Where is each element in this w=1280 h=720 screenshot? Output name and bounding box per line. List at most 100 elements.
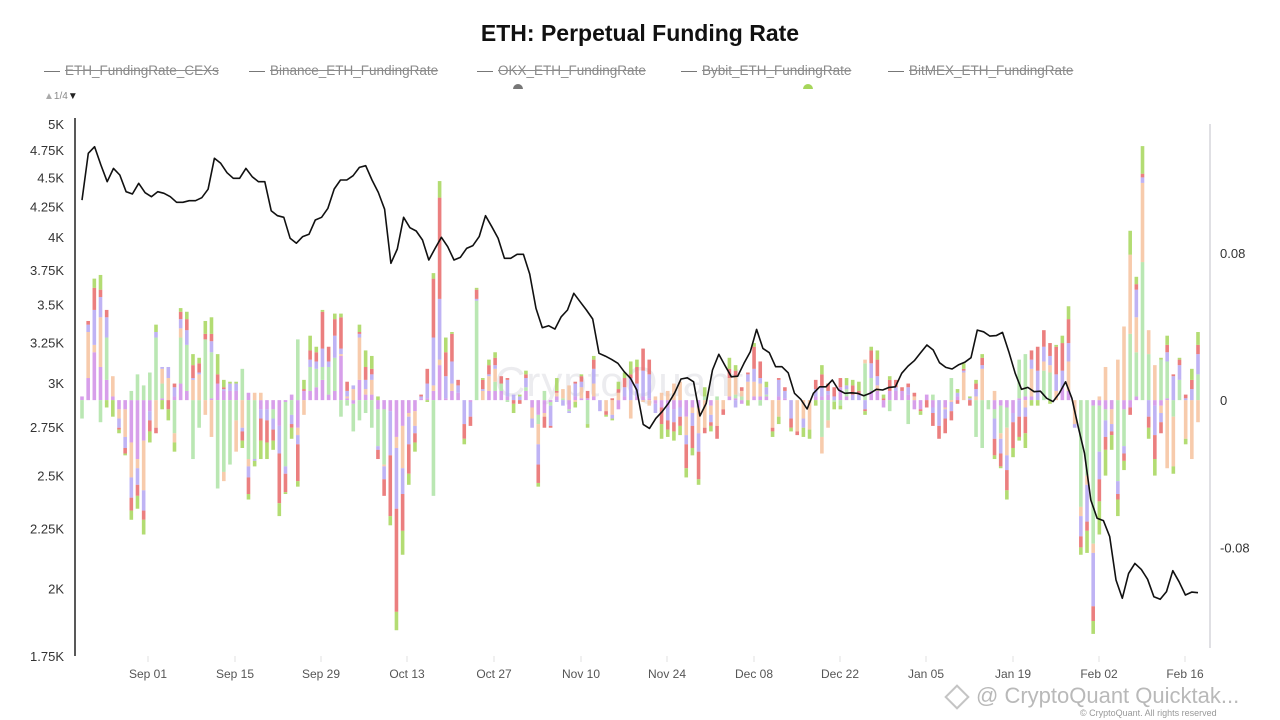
funding-rate-bar-segment [209, 333, 214, 342]
legend-item-bybit[interactable]: Bybit_ETH_FundingRate [681, 63, 851, 78]
funding-rate-bar-segment [1165, 352, 1169, 362]
legend-item-okx[interactable]: OKX_ETH_FundingRate [477, 63, 646, 78]
funding-rate-bar-segment [1146, 427, 1151, 439]
funding-rate-bar-segment [1005, 407, 1009, 428]
x-axis-tick-label: Nov 24 [648, 667, 686, 681]
funding-rate-bar-segment [388, 411, 393, 456]
funding-rate-bar-segment [437, 181, 442, 198]
funding-rate-bar-segment [339, 313, 343, 318]
funding-rate-bar-segment [974, 389, 978, 397]
funding-rate-bar-segment [160, 398, 164, 401]
funding-rate-bar-segment [376, 446, 380, 450]
funding-rate-bar-segment [320, 348, 325, 367]
funding-rate-bar-segment [314, 352, 319, 362]
funding-rate-bar-segment [850, 379, 855, 386]
legend-page-up-icon[interactable]: ▲ [44, 91, 54, 102]
funding-rate-bar-segment [209, 341, 214, 353]
funding-rate-bar-segment [887, 376, 892, 380]
funding-rate-bar-segment [369, 355, 374, 369]
funding-rate-bar-segment [850, 385, 855, 395]
funding-rate-bar-segment [240, 440, 245, 448]
funding-rate-bar-segment [696, 433, 701, 452]
funding-rate-bar-segment [690, 407, 695, 414]
funding-rate-bar-segment [339, 355, 343, 401]
funding-rate-bar-segment [474, 287, 479, 290]
funding-rate-bar-segment [474, 298, 479, 301]
funding-rate-bar-segment [1140, 262, 1145, 401]
funding-rate-bar-segment [296, 481, 300, 487]
chart-title: ETH: Perpetual Funding Rate [480, 20, 800, 46]
funding-rate-bar-segment [548, 400, 553, 402]
funding-rate-bar-segment [746, 374, 750, 382]
funding-rate-bar-segment [252, 392, 257, 401]
funding-rate-bar-segment [678, 407, 682, 417]
funding-rate-bar-segment [1005, 400, 1009, 408]
funding-rate-bar-segment [727, 396, 732, 401]
funding-rate-bar-segment [567, 409, 571, 412]
funding-rate-bar-segment [246, 494, 251, 500]
funding-rate-bar-segment [554, 392, 559, 397]
funding-rate-bar-segment [733, 394, 738, 399]
funding-rate-bar-segment [1085, 484, 1089, 522]
funding-rate-bar-segment [1190, 389, 1194, 401]
funding-rate-bar-segment [709, 425, 713, 432]
funding-rate-bar-segment [869, 378, 874, 391]
funding-rate-bar-segment [450, 332, 454, 334]
funding-rate-bar-segment [493, 357, 497, 366]
funding-rate-bar-segment [826, 400, 830, 421]
funding-rate-bar-segment [406, 413, 411, 417]
legend-hover-marker-icon [513, 84, 523, 89]
funding-rate-bar-segment [394, 400, 399, 437]
funding-rate-bar-segment [961, 372, 966, 401]
funding-rate-bar-segment [246, 466, 251, 478]
funding-rate-bar-segment [487, 390, 491, 401]
funding-rate-bar-segment [117, 409, 121, 419]
funding-rate-bar-segment [86, 324, 90, 333]
funding-rate-bar-segment [1171, 466, 1176, 474]
funding-rate-bar-segment [943, 400, 948, 408]
funding-rate-bar-segment [129, 442, 134, 478]
funding-rate-bar-segment [986, 400, 991, 410]
funding-rate-bar-segment [1190, 400, 1194, 460]
legend-line-icon [249, 70, 265, 72]
legend-item-binance[interactable]: Binance_ETH_FundingRate [249, 63, 438, 78]
funding-rate-bar-segment [376, 409, 380, 447]
funding-rate-bar-segment [844, 378, 849, 386]
funding-rate-bar-segment [783, 387, 787, 391]
funding-rate-bar-segment [289, 394, 294, 401]
funding-rate-bar-segment [573, 383, 578, 397]
funding-rate-bar-segment [968, 396, 972, 399]
funding-rate-bar-segment [974, 383, 978, 390]
funding-rate-bar-segment [148, 400, 152, 412]
funding-rate-bar-segment [561, 389, 565, 399]
legend-item-eth-fundingrate-cexs[interactable]: ETH_FundingRate_CEXs [44, 63, 219, 78]
funding-rate-bar-segment [1029, 396, 1034, 401]
funding-rate-bar-segment [721, 409, 726, 415]
funding-rate-bar-segment [1048, 343, 1052, 356]
legend-item-bitmex[interactable]: BitMEX_ETH_FundingRate [888, 63, 1073, 78]
funding-rate-bar-segment [129, 510, 134, 520]
x-axis-tick-label: Feb 02 [1080, 667, 1118, 681]
funding-rate-bar-segment [98, 289, 103, 298]
legend-pager: ▲1/4▼ [44, 91, 78, 102]
funding-rate-bar-segment [240, 400, 245, 428]
legend-page-down-icon[interactable]: ▼ [67, 91, 78, 102]
funding-rate-bar-segment [647, 400, 652, 406]
funding-rate-bar-segment [468, 416, 473, 426]
funding-rate-bar-segment [813, 379, 818, 390]
funding-rate-bar-segment [437, 359, 442, 366]
funding-rate-bar-segment [758, 400, 763, 406]
funding-rate-bar-segment [807, 429, 812, 439]
left-axis-tick-label: 4.5K [37, 170, 64, 185]
funding-rate-bar-segment [148, 431, 152, 443]
x-axis-tick-label: Sep 01 [129, 667, 167, 681]
funding-rate-bar-segment [517, 400, 522, 404]
funding-rate-bar-segment [1190, 379, 1194, 390]
funding-rate-bar-segment [209, 352, 214, 399]
funding-rate-bar-segment [998, 405, 1003, 434]
funding-rate-bar-segment [92, 278, 97, 288]
funding-rate-bar-segment [579, 376, 584, 382]
funding-rate-bar-segment [308, 390, 312, 401]
funding-rate-bar-segment [1165, 344, 1169, 353]
